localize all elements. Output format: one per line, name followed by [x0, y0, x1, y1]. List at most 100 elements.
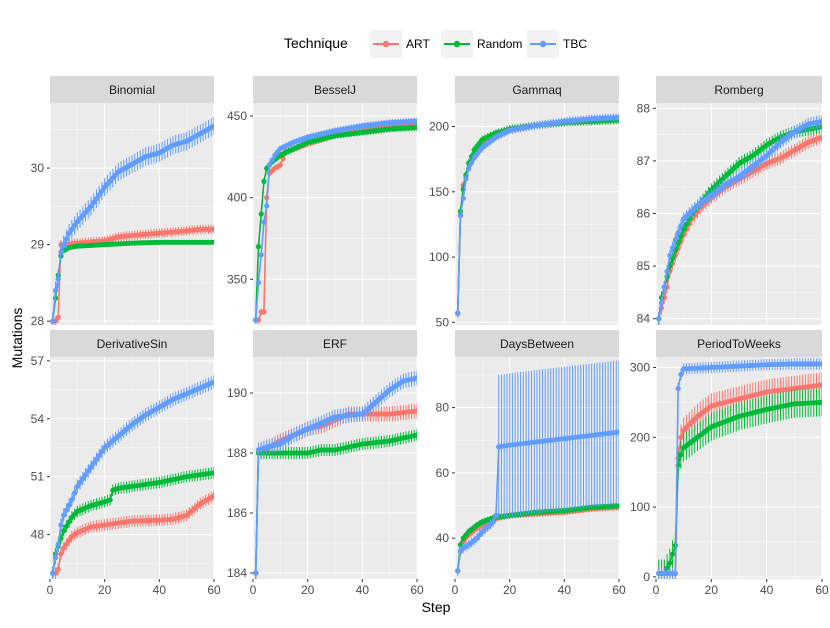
- data-point: [50, 570, 56, 576]
- facet-strip: [50, 330, 214, 357]
- y-tick-label: 29: [31, 238, 45, 252]
- y-tick-label: 150: [429, 185, 449, 199]
- data-point: [664, 268, 670, 274]
- data-point: [414, 432, 417, 438]
- data-point: [819, 382, 822, 388]
- data-point: [656, 316, 662, 322]
- y-tick-label: 50: [436, 315, 450, 329]
- plot-area: [253, 117, 417, 324]
- series-tbc: [656, 115, 822, 325]
- series-tbc: [50, 116, 214, 325]
- series-tbc: [455, 360, 619, 576]
- panel-derivativesin: DerivativeSin 0 20 40 60 48 51 54 57: [31, 330, 221, 597]
- y-tick-label: 30: [31, 161, 45, 175]
- data-point: [269, 157, 275, 163]
- y-tick-label: 28: [31, 314, 45, 328]
- x-tick-label: 20: [705, 583, 719, 597]
- data-point: [63, 541, 69, 547]
- data-point: [77, 479, 83, 486]
- data-point: [683, 221, 690, 227]
- y-tick-label: 86: [637, 206, 651, 220]
- data-point: [96, 192, 102, 198]
- data-point: [258, 211, 264, 217]
- facet-title: BesselJ: [314, 83, 356, 97]
- plot-area: [455, 360, 619, 576]
- data-point: [96, 452, 102, 459]
- facet-title: ERF: [323, 337, 347, 351]
- y-tick-label: 57: [31, 354, 45, 368]
- data-point: [678, 233, 684, 239]
- facet-strip: [253, 76, 417, 103]
- data-point: [66, 537, 72, 543]
- data-point: [72, 222, 78, 229]
- panel-daysbetween: DaysBetween 0 20 40 60 40 60 80: [436, 330, 626, 597]
- data-point: [211, 379, 214, 385]
- data-point: [616, 502, 619, 509]
- x-tick-label: 60: [612, 583, 626, 597]
- data-point: [253, 570, 259, 576]
- data-point: [74, 483, 80, 489]
- data-point: [61, 242, 67, 248]
- data-point: [414, 375, 417, 381]
- facet-strip: [50, 76, 214, 103]
- data-point: [55, 276, 61, 282]
- data-point: [88, 203, 94, 209]
- panel-periodtoweeks: PeriodToWeeks 0 20 40 60 0 100 200 300: [630, 330, 829, 597]
- data-point: [80, 476, 86, 482]
- data-point: [82, 472, 89, 478]
- y-tick-label: 48: [31, 528, 45, 542]
- data-point: [819, 399, 822, 405]
- y-tick-label: 85: [637, 259, 651, 273]
- data-point: [72, 490, 78, 496]
- y-tick-label: 51: [31, 470, 45, 484]
- data-point: [261, 309, 267, 315]
- x-tick-label: 40: [760, 583, 774, 597]
- data-point: [211, 226, 214, 232]
- data-point: [468, 160, 474, 166]
- y-tick-label: 190: [227, 386, 247, 400]
- data-point: [50, 318, 56, 324]
- data-point: [678, 452, 684, 458]
- data-point: [667, 560, 673, 566]
- data-point: [99, 188, 105, 194]
- plot-area: [253, 370, 417, 579]
- data-point: [675, 385, 681, 392]
- y-tick-label: 188: [227, 446, 247, 460]
- series-tbc: [253, 370, 417, 579]
- y-tick-label: 60: [436, 466, 450, 480]
- y-tick-label: 184: [227, 566, 247, 580]
- data-point: [819, 124, 822, 130]
- data-point: [211, 239, 214, 245]
- y-tick-label: 400: [227, 191, 247, 205]
- facet-strip: [455, 76, 619, 103]
- data-point: [66, 502, 72, 508]
- facet-title: Binomial: [109, 83, 155, 97]
- data-point: [463, 176, 469, 182]
- facet-title: PeriodToWeeks: [697, 337, 781, 351]
- legend-title: Technique: [284, 35, 348, 51]
- data-point: [661, 284, 667, 290]
- series-random: [253, 124, 417, 324]
- x-tick-label: 20: [98, 583, 112, 597]
- x-tick-label: 0: [653, 583, 660, 597]
- data-point: [91, 460, 97, 466]
- x-axis-title: Step: [422, 599, 451, 615]
- panel-erf: ERF 0 20 40 60 184 186 188 190: [227, 330, 424, 597]
- plot-area: [656, 115, 822, 325]
- data-point: [58, 249, 64, 255]
- y-tick-label: 54: [31, 412, 45, 426]
- y-tick-label: 87: [637, 154, 651, 168]
- data-point: [457, 212, 464, 218]
- panel-besselj: BesselJ 350 400 450: [227, 76, 418, 325]
- x-tick-label: 20: [503, 583, 517, 597]
- facet-strip: [656, 330, 822, 357]
- y-tick-label: 0: [643, 570, 650, 584]
- data-point: [471, 147, 477, 153]
- y-tick-label: 100: [630, 500, 650, 514]
- facet-strip: [455, 330, 619, 357]
- data-point: [616, 114, 619, 120]
- y-tick-label: 80: [436, 401, 450, 415]
- plot-area: [455, 113, 619, 318]
- data-point: [99, 448, 105, 455]
